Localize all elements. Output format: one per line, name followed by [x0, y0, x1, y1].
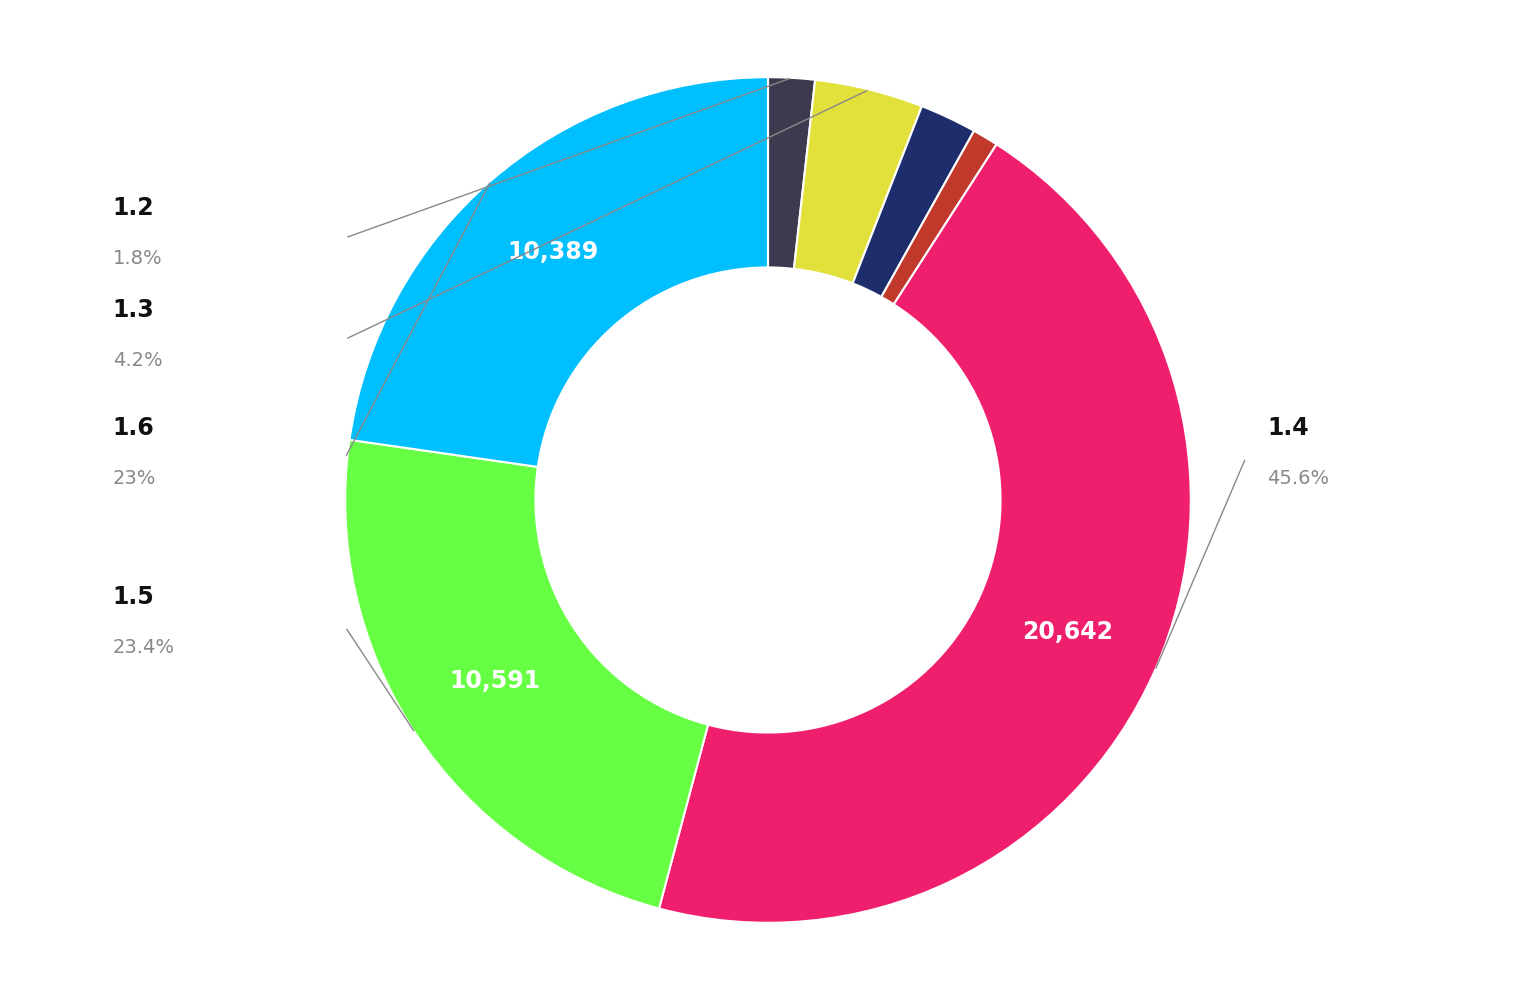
Wedge shape	[794, 80, 922, 283]
Text: 1.2: 1.2	[112, 196, 154, 220]
Wedge shape	[852, 106, 974, 297]
Wedge shape	[659, 144, 1190, 923]
Wedge shape	[882, 131, 997, 304]
Wedge shape	[346, 440, 708, 909]
Wedge shape	[350, 77, 768, 467]
Text: 20,642: 20,642	[1023, 620, 1114, 644]
Text: 45.6%: 45.6%	[1267, 469, 1329, 488]
Text: 10,591: 10,591	[449, 669, 541, 693]
Text: 4.2%: 4.2%	[112, 351, 163, 370]
Text: 1.3: 1.3	[112, 298, 155, 322]
Text: 23%: 23%	[112, 469, 157, 488]
Text: 10,389: 10,389	[508, 240, 599, 264]
Text: 1.5: 1.5	[112, 585, 155, 609]
Text: 23.4%: 23.4%	[112, 638, 175, 657]
Text: 1.8%: 1.8%	[112, 249, 163, 268]
Wedge shape	[768, 77, 816, 269]
Text: 1.4: 1.4	[1267, 416, 1309, 440]
Text: 1.6: 1.6	[112, 416, 155, 440]
